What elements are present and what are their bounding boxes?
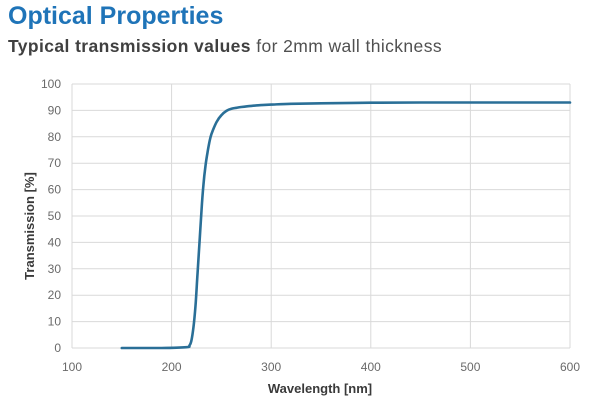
x-tick-label: 600 xyxy=(560,360,580,374)
y-tick-label: 40 xyxy=(48,235,62,249)
x-tick-label: 500 xyxy=(460,360,480,374)
x-tick-labels: 100 200 300 400 500 600 xyxy=(62,360,580,374)
x-tick-label: 200 xyxy=(162,360,182,374)
y-tick-label: 60 xyxy=(48,183,62,197)
chart-series xyxy=(120,101,572,350)
chart-grid xyxy=(71,83,571,349)
y-tick-label: 80 xyxy=(48,130,62,144)
y-tick-label: 0 xyxy=(54,341,61,355)
y-axis-label: Transmission [%] xyxy=(22,172,37,280)
y-tick-label: 20 xyxy=(48,288,62,302)
y-tick-label: 100 xyxy=(41,77,61,91)
x-tick-label: 400 xyxy=(361,360,381,374)
y-tick-label: 50 xyxy=(48,209,62,223)
subtitle-emphasis: Typical transmission values xyxy=(8,36,251,56)
x-tick-label: 100 xyxy=(62,360,82,374)
y-tick-label: 30 xyxy=(48,262,62,276)
y-tick-label: 10 xyxy=(48,315,62,329)
y-tick-labels: 0 10 20 30 40 50 60 70 80 90 100 xyxy=(41,77,61,355)
x-tick-label: 300 xyxy=(261,360,281,374)
subtitle-rest: for 2mm wall thickness xyxy=(256,36,442,56)
x-axis-label: Wavelength [nm] xyxy=(268,381,372,396)
transmission-line xyxy=(120,101,572,350)
y-tick-label: 70 xyxy=(48,156,62,170)
y-tick-label: 90 xyxy=(48,103,62,117)
page-title: Optical Properties xyxy=(8,2,224,30)
page-subtitle: Typical transmission values for 2mm wall… xyxy=(8,36,442,57)
